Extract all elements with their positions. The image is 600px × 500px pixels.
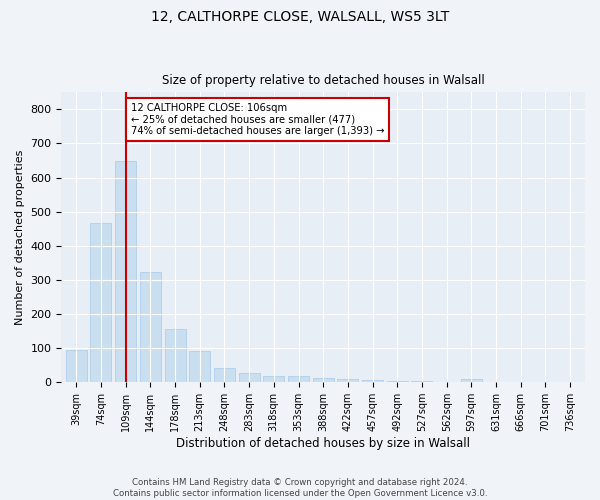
- Bar: [412, 381, 433, 382]
- Title: Size of property relative to detached houses in Walsall: Size of property relative to detached ho…: [162, 74, 485, 87]
- Bar: [288, 376, 309, 382]
- Bar: [91, 222, 112, 382]
- Bar: [337, 379, 358, 382]
- Text: 12, CALTHORPE CLOSE, WALSALL, WS5 3LT: 12, CALTHORPE CLOSE, WALSALL, WS5 3LT: [151, 10, 449, 24]
- Bar: [66, 350, 87, 382]
- Bar: [164, 328, 185, 382]
- Y-axis label: Number of detached properties: Number of detached properties: [15, 150, 25, 325]
- Bar: [263, 376, 284, 382]
- Bar: [461, 380, 482, 382]
- Bar: [214, 368, 235, 382]
- Bar: [140, 272, 161, 382]
- Bar: [189, 350, 210, 382]
- Bar: [239, 373, 260, 382]
- Bar: [115, 161, 136, 382]
- X-axis label: Distribution of detached houses by size in Walsall: Distribution of detached houses by size …: [176, 437, 470, 450]
- Bar: [362, 380, 383, 382]
- Bar: [313, 378, 334, 382]
- Bar: [387, 380, 408, 382]
- Text: 12 CALTHORPE CLOSE: 106sqm
← 25% of detached houses are smaller (477)
74% of sem: 12 CALTHORPE CLOSE: 106sqm ← 25% of deta…: [131, 102, 384, 136]
- Text: Contains HM Land Registry data © Crown copyright and database right 2024.
Contai: Contains HM Land Registry data © Crown c…: [113, 478, 487, 498]
